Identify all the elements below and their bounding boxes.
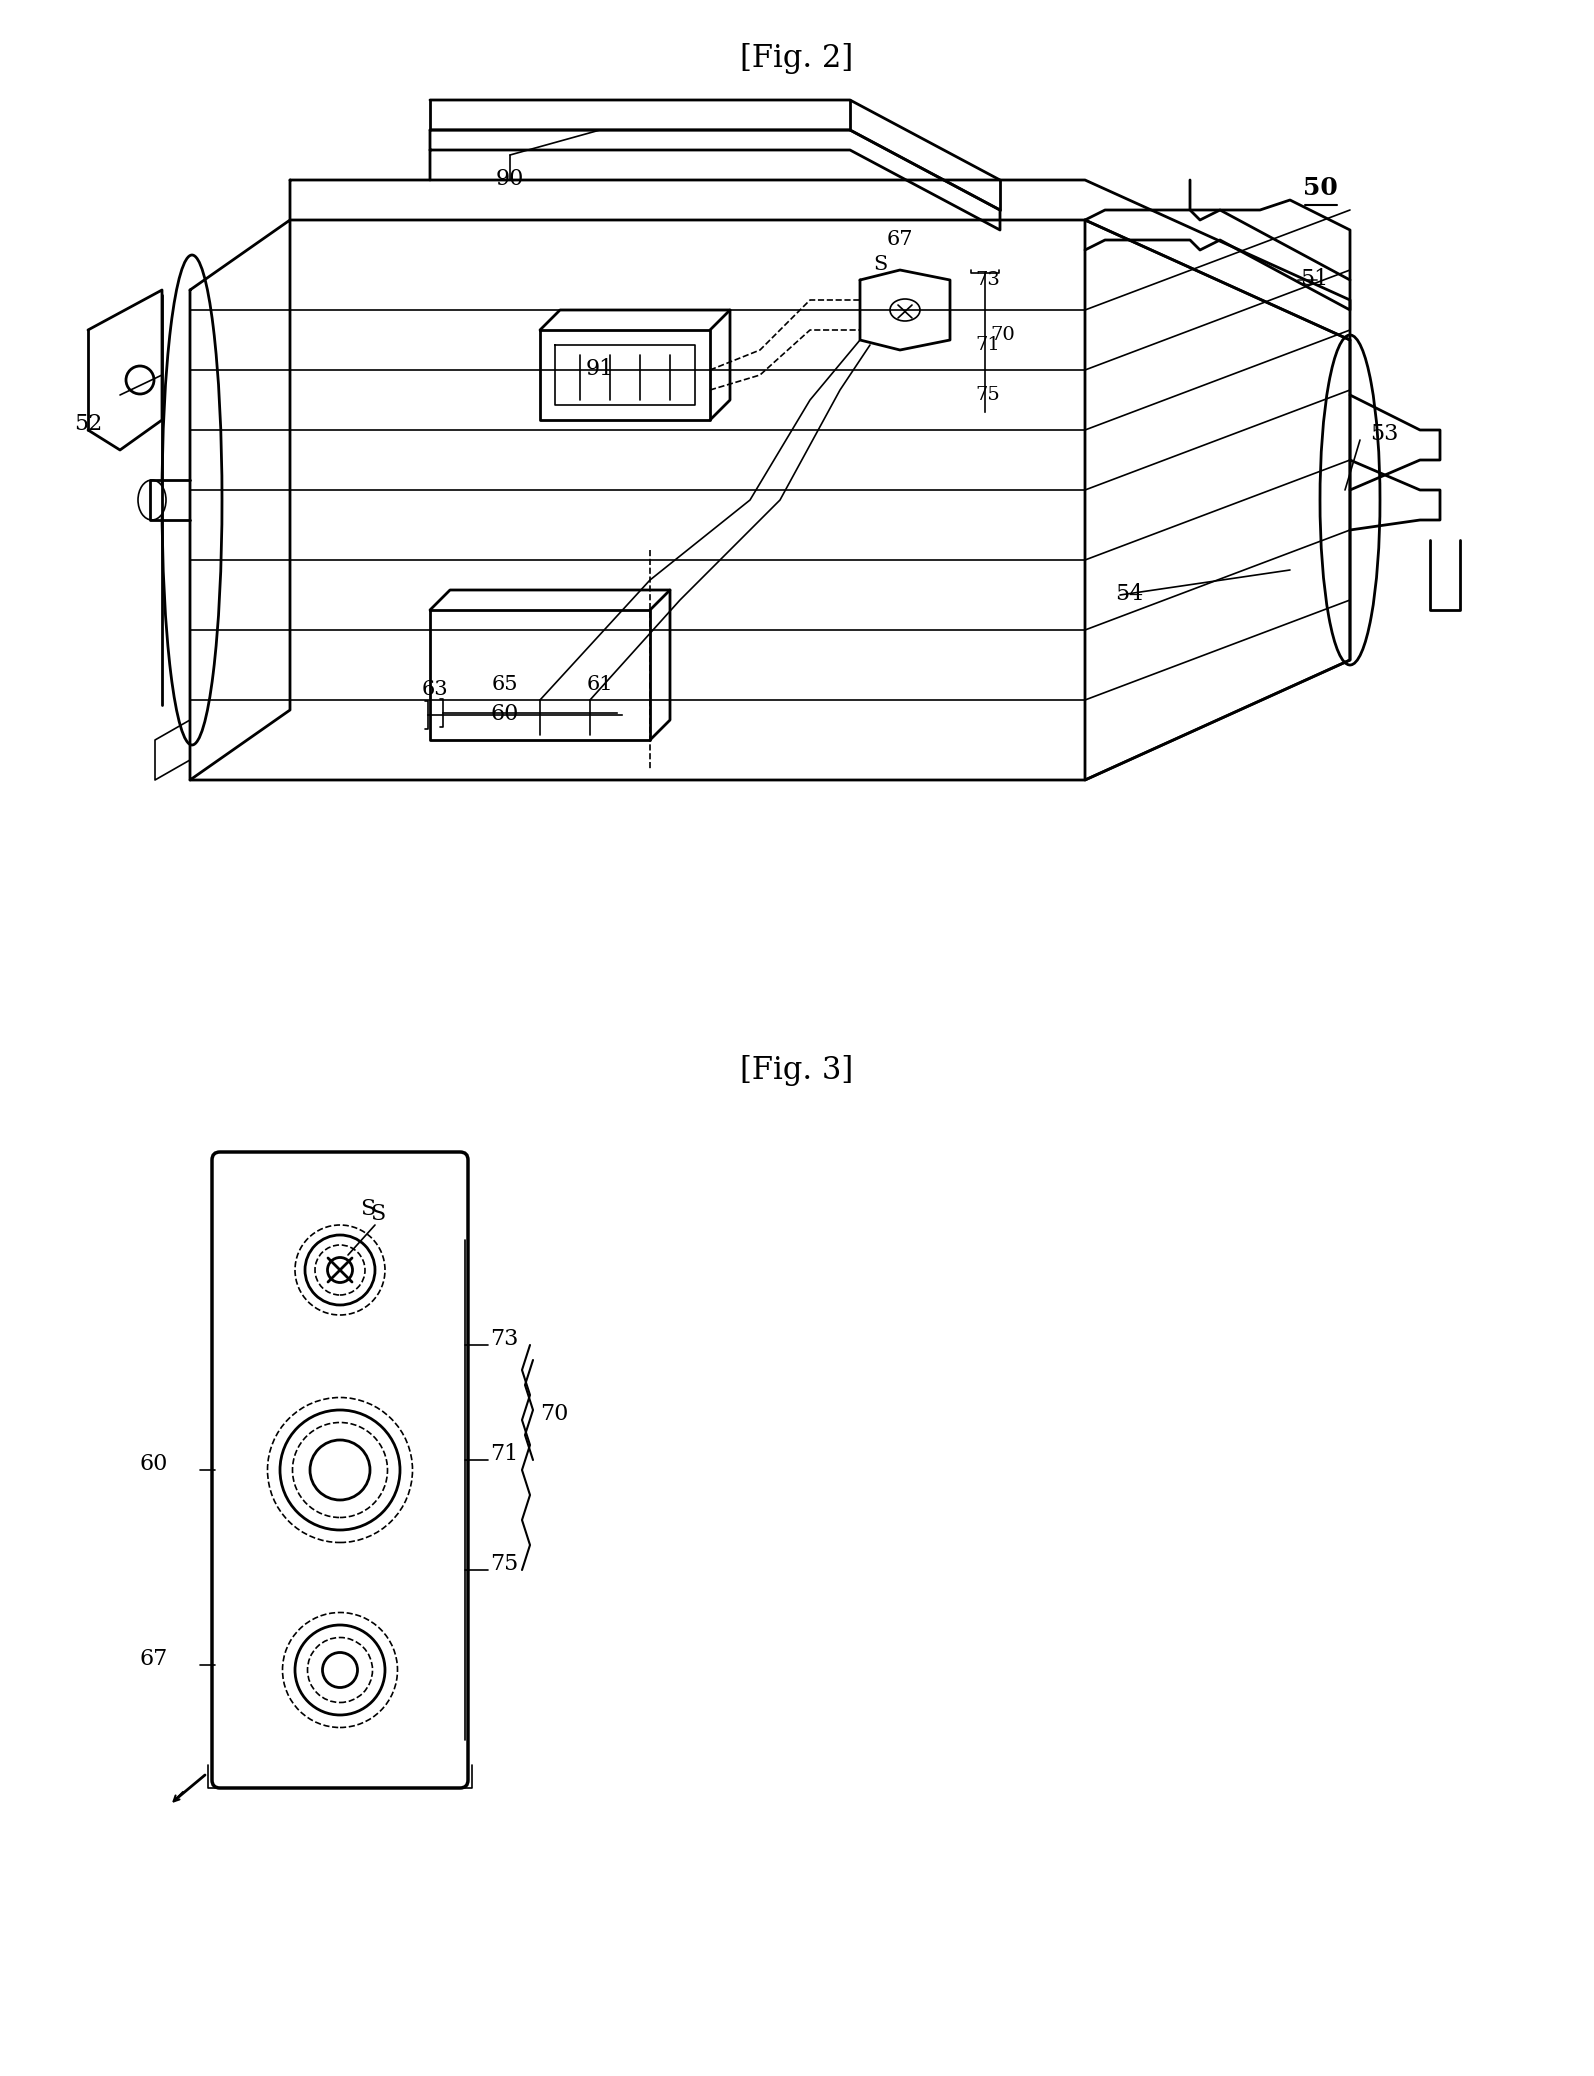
Text: 52: 52 (73, 413, 102, 436)
Text: 91: 91 (587, 357, 614, 380)
Text: 61: 61 (587, 675, 614, 693)
Ellipse shape (126, 365, 155, 394)
Ellipse shape (327, 1258, 352, 1283)
Text: 70: 70 (540, 1403, 569, 1424)
Text: 60: 60 (140, 1453, 169, 1476)
Text: 75: 75 (976, 386, 999, 405)
Text: S: S (360, 1198, 375, 1221)
Ellipse shape (889, 299, 920, 322)
Ellipse shape (139, 480, 166, 519)
Text: 51: 51 (1301, 268, 1328, 291)
FancyBboxPatch shape (212, 1152, 469, 1787)
Text: [Fig. 3]: [Fig. 3] (740, 1055, 854, 1086)
Text: 54: 54 (1114, 583, 1143, 604)
Text: 90: 90 (496, 168, 524, 191)
Text: 60: 60 (491, 704, 520, 725)
Text: 67: 67 (140, 1648, 169, 1669)
Text: 75: 75 (489, 1553, 518, 1576)
Text: 63: 63 (422, 681, 448, 700)
Text: 71: 71 (976, 336, 999, 355)
Text: 73: 73 (976, 272, 999, 289)
Text: 70: 70 (990, 326, 1015, 345)
Text: S: S (874, 255, 888, 274)
Text: 53: 53 (1369, 424, 1398, 444)
Text: S: S (370, 1202, 386, 1225)
Text: 67: 67 (886, 230, 913, 249)
Text: 71: 71 (489, 1443, 518, 1466)
Text: [Fig. 2]: [Fig. 2] (740, 42, 854, 73)
Text: 65: 65 (493, 675, 518, 693)
Text: 50: 50 (1302, 176, 1337, 199)
Text: 73: 73 (489, 1329, 518, 1349)
